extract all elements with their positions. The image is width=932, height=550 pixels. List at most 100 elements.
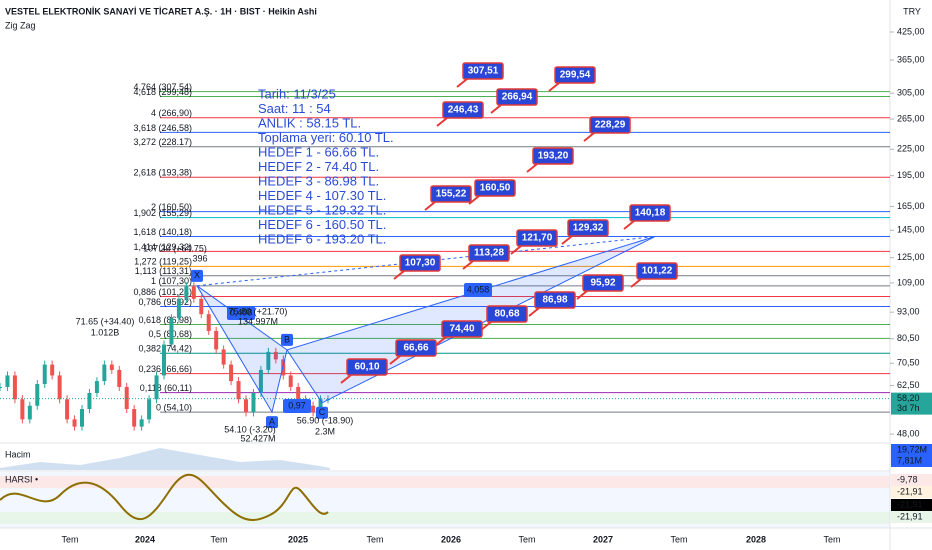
note-line: Saat: 11 : 54 — [258, 101, 331, 116]
y-tick-label: 195,00 — [897, 170, 925, 180]
harsi-tag — [891, 511, 932, 523]
callout-box — [486, 305, 528, 323]
y-tick-label: 80,50 — [897, 333, 920, 343]
note-line: Toplama yeri: 60.10 TL. — [258, 130, 394, 145]
x-tick-label: Tem — [518, 534, 535, 544]
callout-box — [442, 101, 484, 119]
callout-box — [516, 229, 558, 247]
callout-label: 101,22 — [642, 266, 673, 277]
x-tick-label: Tem — [61, 534, 78, 544]
fib-label: 3,618 (246,58) — [133, 123, 192, 133]
x-tick-label: 2025 — [288, 534, 308, 544]
annotation: 56.90 (-18.90) — [297, 415, 354, 425]
callout-box — [534, 291, 576, 309]
candle — [236, 381, 241, 400]
fib-label: 1,902 (155,29) — [133, 208, 192, 218]
fib-label: 2,618 (193,38) — [133, 168, 192, 178]
candle — [72, 419, 77, 427]
candle — [65, 399, 70, 420]
harsi-label: -21,91 — [897, 511, 923, 521]
y-tick-label: 145,00 — [897, 225, 925, 235]
harsi-line — [0, 473, 329, 521]
callout-label: 155,22 — [436, 189, 467, 200]
candle — [80, 409, 84, 427]
x-tick-label: 2027 — [593, 534, 613, 544]
callout-label: 246,43 — [448, 105, 479, 116]
harsi-title: HARSI • — [5, 474, 38, 484]
x-tick-label: 2024 — [135, 534, 155, 544]
callout-box — [567, 219, 609, 237]
candle — [5, 375, 10, 387]
ratio-label: 0,408 — [230, 307, 253, 317]
countdown: 3d 7h — [897, 403, 920, 413]
callout-box — [395, 339, 437, 357]
harsi-label: -21,91 — [897, 486, 923, 496]
callout-label: 299,54 — [560, 70, 591, 81]
candle — [102, 364, 107, 382]
callout-pointer — [424, 201, 436, 211]
x-tick-label: Tem — [670, 534, 687, 544]
x-tick-label: 2028 — [746, 534, 766, 544]
volume-tag — [891, 444, 932, 456]
fib-label: 4,764 (307,54) — [133, 82, 192, 92]
volume-title: Hacim — [5, 449, 31, 459]
candle — [176, 298, 181, 319]
annotation: 1.012B — [91, 327, 120, 337]
callout-box — [430, 185, 472, 203]
note-line: HEDEF 4 - 107.30 TL. — [258, 188, 386, 203]
callout-label: 66,66 — [403, 343, 428, 354]
note-line: HEDEF 3 - 86.98 TL. — [258, 173, 379, 188]
pattern-point — [191, 269, 203, 282]
y-tick-label: 305,00 — [897, 88, 925, 98]
callout-pointer — [436, 117, 448, 127]
pattern-label: B — [284, 334, 290, 344]
fib-label: 1,272 (119,25) — [134, 257, 192, 267]
callout-box — [554, 66, 596, 84]
callout-pointer — [630, 278, 642, 288]
callout-label: 193,20 — [538, 151, 569, 162]
callout-box — [629, 204, 671, 222]
candle — [296, 386, 301, 400]
y-tick-label: 425,00 — [897, 26, 925, 36]
callout-pointer — [548, 82, 560, 92]
candle — [42, 364, 47, 385]
candle — [109, 364, 114, 370]
candle — [311, 405, 316, 413]
callout-box — [589, 116, 631, 134]
annotation: 107.30 (+64.75) — [143, 243, 207, 253]
x-tick-label: Tem — [823, 534, 840, 544]
callout-pointer — [583, 132, 595, 142]
pattern-point — [316, 406, 328, 419]
candle — [117, 369, 122, 387]
callout-label: 307,51 — [468, 66, 499, 77]
callout-label: 113,28 — [474, 248, 504, 259]
callout-pointer — [462, 260, 474, 270]
callout-box — [532, 147, 574, 165]
candle — [57, 375, 62, 400]
volume-label: 7,81M — [897, 455, 922, 465]
callout-pointer — [456, 78, 468, 88]
candle — [214, 330, 219, 350]
candle — [124, 386, 129, 410]
candle — [251, 393, 256, 413]
currency: TRY — [903, 6, 921, 16]
candle — [162, 344, 166, 376]
fib-label: 2 (160,50) — [151, 202, 192, 212]
callout-box — [636, 262, 678, 280]
fib-label: 4 (266,90) — [151, 108, 192, 118]
annotation: 396 — [192, 253, 207, 263]
candle — [199, 298, 204, 315]
fib-label: 1,618 (140,18) — [133, 227, 192, 237]
callout-label: 74,40 — [449, 324, 474, 335]
callout-pointer — [468, 195, 480, 205]
annotation: 134.997M — [238, 316, 278, 326]
callout-pointer — [623, 220, 635, 230]
y-tick-label: 62,50 — [897, 380, 920, 390]
note-line: ANLIK : 58.15 TL. — [258, 115, 361, 130]
callout-pointer — [576, 290, 588, 300]
candle — [154, 375, 159, 400]
candle — [35, 384, 40, 406]
callout-box — [582, 274, 624, 292]
x-tick-label: Tem — [366, 534, 383, 544]
